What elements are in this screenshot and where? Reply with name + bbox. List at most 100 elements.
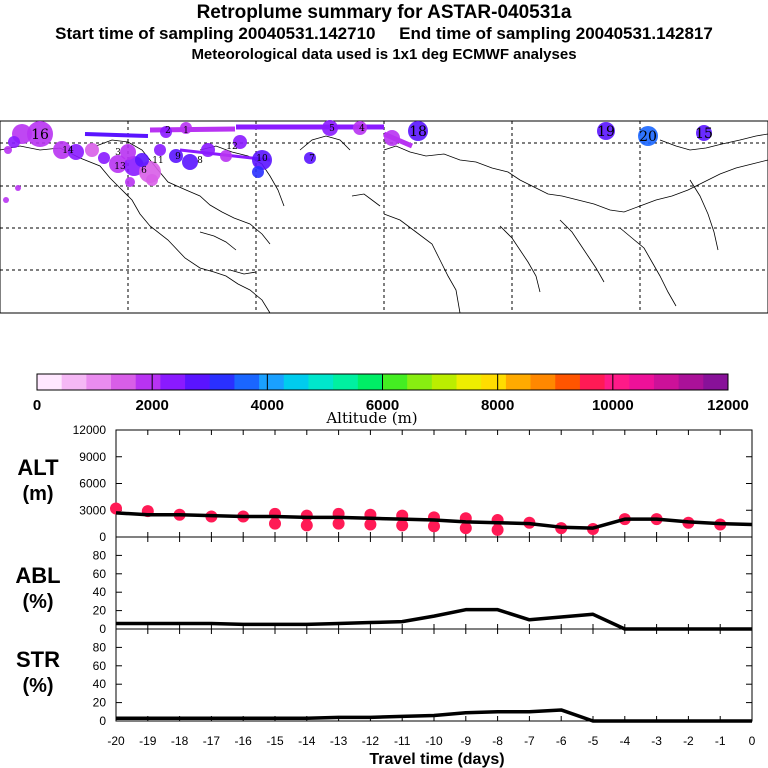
end-time-label: End time of sampling 20040531.142817	[399, 24, 713, 43]
trajectory-cluster	[3, 197, 9, 203]
time-series-panels: 12000 9000 6000 3000 0 ALT (m) 80 60 40 20 0 ABL (%) 8…	[15, 423, 755, 768]
x-tick-label: -17	[203, 734, 221, 748]
x-tick-label: -20	[107, 734, 125, 748]
colorbar-tick-label: 10000	[592, 397, 634, 414]
panel-label: ALT	[17, 455, 59, 480]
colorbar-tick-label: 2000	[135, 397, 168, 414]
x-tick-label: -7	[524, 734, 535, 748]
x-tick-label: -13	[330, 734, 348, 748]
chart-title: Retroplume summary for ASTAR-040531a	[196, 2, 572, 23]
y-tick-label: 20	[93, 604, 107, 618]
trajectory-cluster	[182, 154, 198, 170]
y-tick-label: 80	[93, 640, 107, 654]
y-tick-label: 9000	[79, 450, 106, 464]
y-tick-label: 3000	[79, 503, 106, 517]
y-tick-label: 60	[93, 567, 107, 581]
trajectory-cluster	[322, 120, 338, 136]
panel-frame	[115, 628, 753, 722]
trajectory-cluster	[201, 143, 215, 157]
trajectory-cluster	[252, 166, 264, 178]
trajectory-label: 13	[114, 162, 126, 172]
colorbar-cell	[234, 374, 260, 390]
x-tick-label: -1	[715, 734, 726, 748]
y-tick-label: 40	[93, 677, 107, 691]
x-axis-title: Travel time (days)	[369, 751, 504, 768]
colorbar-cell	[530, 374, 556, 390]
x-tick-label: 0	[749, 734, 756, 748]
trajectory-label: 14	[62, 146, 74, 156]
y-tick-label: 0	[99, 622, 106, 636]
colorbar-cell	[555, 374, 581, 390]
y-tick-label: 12000	[73, 423, 107, 437]
trajectory-cluster	[696, 125, 712, 141]
x-tick-label: -3	[651, 734, 662, 748]
colorbar-cell	[431, 374, 458, 390]
trajectory-label: 19	[597, 124, 615, 140]
trajectory-label: 11	[152, 156, 163, 166]
x-tick-label: -6	[556, 734, 567, 748]
colorbar-cell	[209, 374, 235, 390]
trajectory-cluster	[135, 153, 149, 167]
colorbar-cell	[678, 374, 704, 390]
trajectory-cluster	[353, 121, 367, 135]
trajectory-labels: 16 18 19 20 15 14 13 12 11 10 9 8 7 6 5 4 3 2 1	[31, 124, 713, 176]
series-line	[116, 708, 752, 723]
trajectory-cluster	[4, 146, 12, 154]
x-tick-label: -10	[425, 734, 443, 748]
colorbar-tick-label: 8000	[481, 397, 514, 414]
x-tick-label: -19	[139, 734, 157, 748]
trajectory-label: 7	[309, 154, 315, 164]
altitude-marker	[332, 517, 345, 530]
colorbar-cells	[37, 374, 729, 390]
trajectory-cluster	[120, 144, 136, 160]
colorbar-cell	[407, 374, 433, 390]
colorbar-tick-label: 12000	[707, 397, 749, 414]
colorbar-cell	[37, 374, 63, 390]
colorbar-tick-label: 6000	[366, 397, 399, 414]
trajectory-cluster	[98, 152, 110, 164]
trajectory-label: 3	[115, 148, 121, 158]
trajectory-label: 20	[639, 129, 657, 145]
trajectory-cluster	[125, 177, 135, 187]
panel-label: ABL	[15, 563, 60, 588]
trajectory-cluster	[15, 185, 21, 191]
trajectory-cluster	[408, 121, 428, 141]
colorbar-cell	[185, 374, 211, 390]
y-tick-label: 40	[93, 585, 107, 599]
y-tick-label: 60	[93, 659, 107, 673]
altitude-marker	[491, 523, 504, 536]
colorbar-cell	[61, 374, 87, 390]
x-tick-label: -2	[683, 734, 694, 748]
colorbar-cell	[629, 374, 655, 390]
x-tick-label: -4	[619, 734, 630, 748]
x-tick-label: -11	[394, 734, 411, 748]
trajectory-label: 2	[165, 126, 171, 136]
trajectory-path	[84, 132, 149, 138]
altitude-marker	[300, 519, 313, 532]
colorbar-cell	[160, 374, 186, 390]
colorbar-cell	[653, 374, 680, 390]
colorbar-cell	[135, 374, 161, 390]
colorbar-cell	[703, 374, 729, 390]
colorbar-cell	[456, 374, 482, 390]
trajectory-label: 5	[329, 124, 335, 134]
y-tick-label: 20	[93, 696, 107, 710]
y-tick-label: 80	[93, 548, 107, 562]
start-time-label: Start time of sampling 20040531.142710	[55, 24, 376, 43]
trajectory-cluster	[68, 144, 84, 160]
met-data-label: Meteorological data used is 1x1 deg ECMW…	[191, 46, 577, 63]
trajectory-cluster	[169, 149, 183, 163]
trajectory-cluster	[160, 126, 172, 138]
trajectory-cluster	[85, 143, 99, 157]
x-tick-label: -14	[298, 734, 316, 748]
panel-unit: (m)	[22, 483, 53, 505]
series-line	[115, 511, 753, 530]
trajectory-label: 16	[31, 127, 49, 143]
colorbar-cell	[333, 374, 359, 390]
colorbar-cell	[604, 374, 630, 390]
y-tick-label: 6000	[79, 477, 106, 491]
panel-unit: (%)	[22, 591, 53, 613]
colorbar-cell	[481, 374, 507, 390]
x-tick-label: -16	[235, 734, 253, 748]
colorbar-tick-labels: 0 2000 4000 6000 8000 10000 12000	[33, 374, 749, 414]
